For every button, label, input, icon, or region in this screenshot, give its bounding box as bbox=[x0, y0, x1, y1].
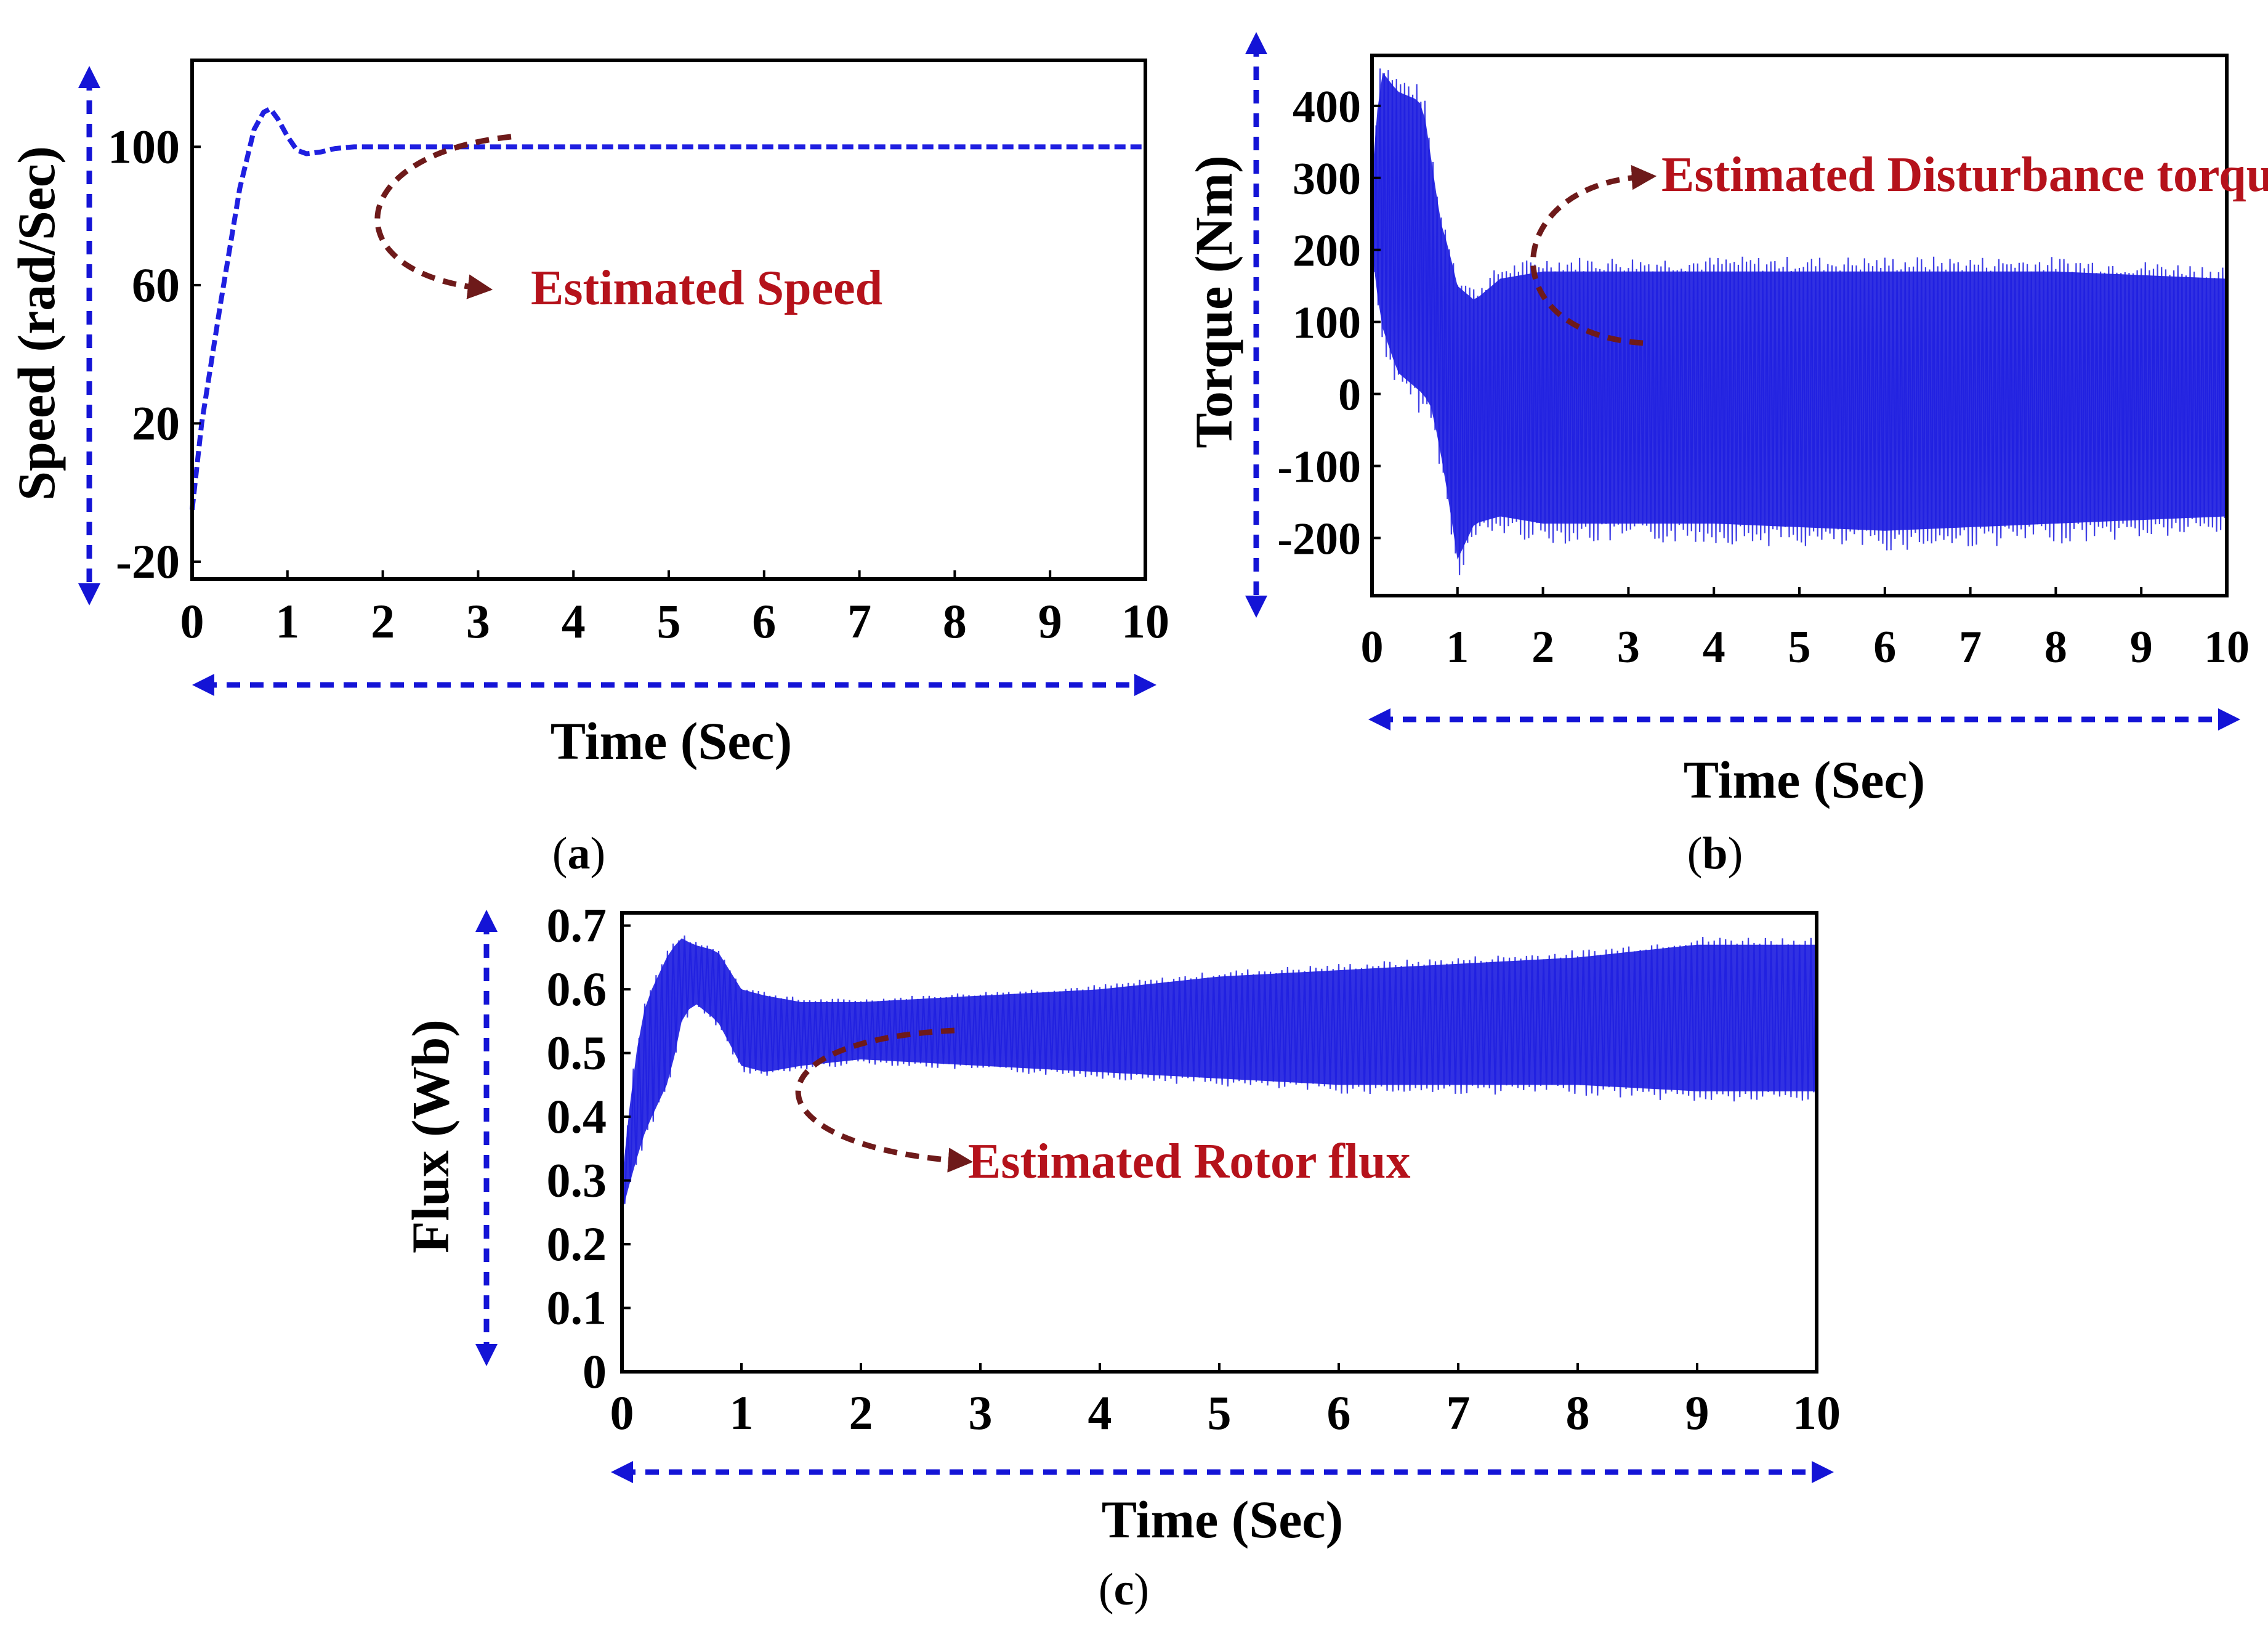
a-y-tick-label: -20 bbox=[116, 535, 180, 588]
c-x-tick-label: 4 bbox=[1088, 1386, 1112, 1439]
b-y-tick-label: 300 bbox=[1293, 154, 1361, 204]
speed-plot-frame bbox=[190, 59, 1147, 581]
b-y-tick-label: -100 bbox=[1277, 442, 1361, 493]
c-x-tick-label: 3 bbox=[969, 1386, 993, 1439]
b-x-tick-label: 6 bbox=[1873, 622, 1896, 673]
speed-y-ticks: -20 20 60 100 bbox=[108, 119, 201, 588]
torque-y-axis-label: Torque (Nm) bbox=[1184, 155, 1243, 448]
c-x-tick-label: 7 bbox=[1447, 1386, 1471, 1439]
c-x-tick-label: 2 bbox=[849, 1386, 873, 1439]
a-x-tick-label: 7 bbox=[847, 594, 871, 648]
torque-annotation-curve bbox=[1530, 164, 1657, 346]
c-y-tick-label: 0.6 bbox=[547, 962, 607, 1016]
a-x-tick-label: 2 bbox=[371, 594, 395, 648]
b-x-tick-label: 7 bbox=[1959, 622, 1982, 673]
flux-annotation-curve bbox=[795, 1027, 974, 1173]
c-y-tick-label: 0.4 bbox=[547, 1090, 607, 1143]
c-y-tick-label: 0.1 bbox=[547, 1281, 607, 1335]
flux-y-axis-label: Flux (Wb) bbox=[401, 1019, 460, 1253]
panel-label-a: (a) bbox=[552, 828, 605, 879]
a-x-tick-label: 0 bbox=[180, 594, 204, 648]
panel-label-c: (c) bbox=[1099, 1564, 1149, 1615]
b-x-tick-label: 8 bbox=[2044, 622, 2067, 673]
b-x-tick-label: 3 bbox=[1617, 622, 1640, 673]
panel-label-b: (b) bbox=[1687, 828, 1743, 879]
flux-y-ticks: 0 0.1 0.2 0.3 0.4 0.5 0.6 0.7 bbox=[547, 899, 631, 1398]
chart-torque: 0 1 2 3 4 5 6 7 8 9 10 -200 -100 0 100 200 300 400 Torqu… bbox=[1184, 32, 2268, 879]
flux-series-layer bbox=[621, 935, 1818, 1213]
c-x-tick-label: 0 bbox=[610, 1386, 634, 1439]
flux-annotation: Estimated Rotor flux bbox=[968, 1135, 1410, 1189]
a-x-tick-label: 6 bbox=[752, 594, 776, 648]
a-x-tick-label: 8 bbox=[943, 594, 967, 648]
b-x-tick-label: 9 bbox=[2130, 622, 2153, 673]
speed-annotation-curve bbox=[374, 134, 512, 299]
a-x-tick-label: 4 bbox=[562, 594, 586, 648]
a-x-tick-label: 5 bbox=[657, 594, 681, 648]
b-y-tick-label: 0 bbox=[1338, 370, 1361, 421]
c-x-tick-label: 10 bbox=[1793, 1386, 1841, 1439]
flux-x-axis-label: Time (Sec) bbox=[1102, 1490, 1343, 1549]
speed-annotation: Estimated Speed bbox=[531, 261, 882, 315]
b-x-tick-label: 10 bbox=[2204, 622, 2250, 673]
speed-x-ticks: 0 1 2 3 4 5 6 7 8 9 10 bbox=[180, 570, 1169, 648]
torque-x-axis-label: Time (Sec) bbox=[1684, 750, 1925, 809]
torque-series-layer bbox=[1371, 68, 2228, 575]
b-x-tick-label: 4 bbox=[1703, 622, 1725, 673]
b-y-tick-label: 100 bbox=[1293, 298, 1361, 349]
a-y-tick-label: 100 bbox=[108, 119, 180, 173]
c-x-tick-label: 6 bbox=[1327, 1386, 1351, 1439]
b-y-tick-label: 200 bbox=[1293, 226, 1361, 277]
a-y-tick-label: 20 bbox=[132, 396, 180, 450]
speed-series-layer bbox=[190, 106, 1145, 511]
a-y-tick-label: 60 bbox=[132, 258, 180, 312]
c-x-tick-label: 1 bbox=[730, 1386, 754, 1439]
c-x-tick-label: 5 bbox=[1208, 1386, 1232, 1439]
b-x-tick-label: 0 bbox=[1361, 622, 1384, 673]
torque-x-ticks: 0 1 2 3 4 5 6 7 8 9 10 bbox=[1361, 587, 2250, 673]
a-x-tick-label: 10 bbox=[1121, 594, 1169, 648]
torque-y-ticks: -200 -100 0 100 200 300 400 bbox=[1277, 82, 1381, 564]
torque-annotation: Estimated Disturbance torque bbox=[1661, 148, 2268, 202]
b-series-line bbox=[1371, 68, 2228, 575]
speed-x-axis-label: Time (Sec) bbox=[551, 711, 792, 771]
c-y-tick-label: 0.5 bbox=[547, 1026, 607, 1080]
c-x-tick-label: 9 bbox=[1685, 1386, 1709, 1439]
b-y-tick-label: 400 bbox=[1293, 82, 1361, 132]
speed-y-axis-label: Speed (rad/Sec) bbox=[7, 146, 66, 501]
a-series-line bbox=[190, 106, 1145, 511]
flux-x-ticks: 0 1 2 3 4 5 6 7 8 9 10 bbox=[610, 1363, 1841, 1439]
c-x-tick-label: 8 bbox=[1566, 1386, 1590, 1439]
c-y-tick-label: 0.3 bbox=[547, 1154, 607, 1207]
b-y-tick-label: -200 bbox=[1277, 514, 1361, 564]
b-x-tick-label: 5 bbox=[1788, 622, 1811, 673]
c-series-line bbox=[621, 935, 1818, 1204]
b-x-tick-label: 1 bbox=[1446, 622, 1469, 673]
a-x-tick-label: 1 bbox=[275, 594, 299, 648]
a-x-tick-label: 9 bbox=[1038, 594, 1062, 648]
c-y-tick-label: 0.7 bbox=[547, 899, 607, 952]
a-x-tick-label: 3 bbox=[466, 594, 490, 648]
c-y-tick-label: 0.2 bbox=[547, 1217, 607, 1271]
chart-flux: 0 1 2 3 4 5 6 7 8 9 10 00.10.20.30.40.50.60.7 Flux… bbox=[401, 899, 1841, 1615]
c-series-band bbox=[622, 938, 1817, 1213]
b-x-tick-label: 2 bbox=[1532, 622, 1554, 673]
c-y-tick-label: 0 bbox=[583, 1345, 607, 1398]
